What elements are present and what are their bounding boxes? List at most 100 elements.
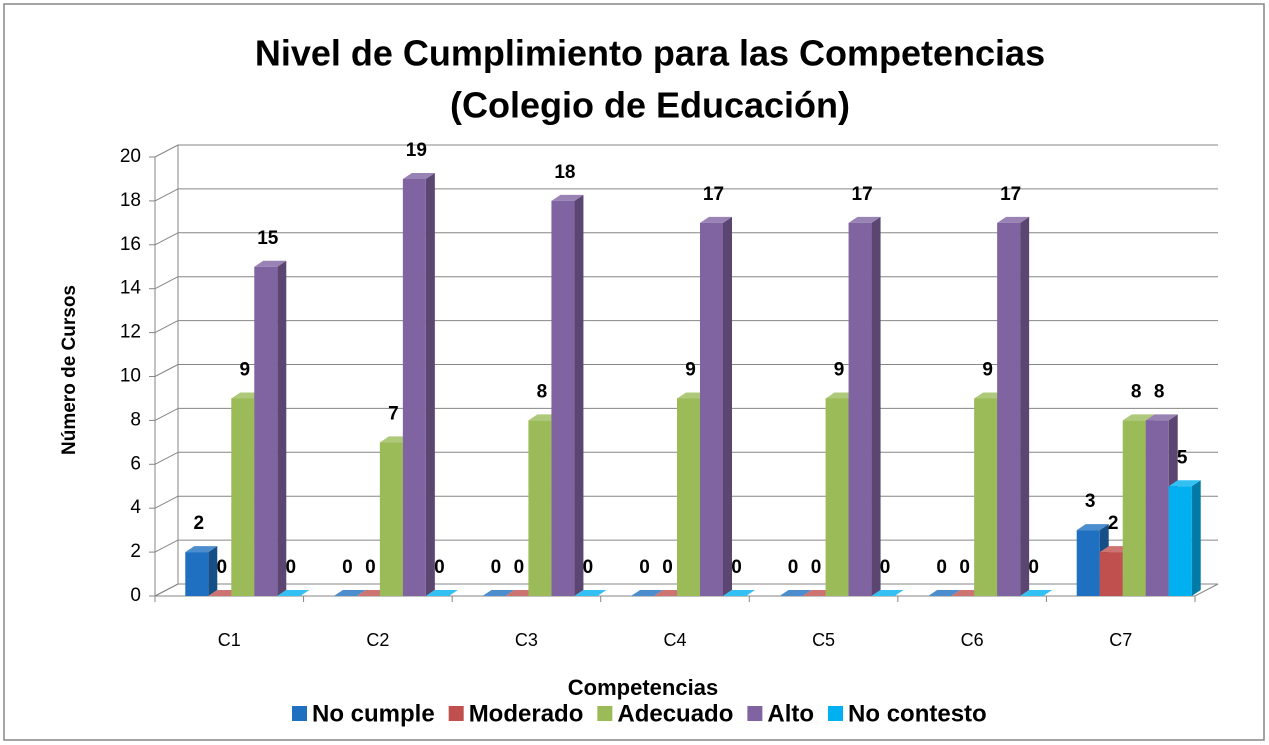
- data-label: 0: [583, 557, 594, 578]
- bar-side: [723, 216, 732, 596]
- data-label: 0: [639, 557, 650, 578]
- data-label: 5: [1177, 447, 1188, 468]
- bar-top: [848, 216, 881, 223]
- data-label: 0: [342, 557, 353, 578]
- data-label: 0: [491, 557, 502, 578]
- data-label: 0: [959, 557, 970, 578]
- bar: [231, 398, 255, 596]
- data-label: 0: [788, 557, 799, 578]
- grid-line: [154, 144, 179, 158]
- chart-title: (Colegio de Educación): [450, 85, 850, 126]
- x-tick-label: C5: [812, 630, 835, 650]
- data-label: 17: [703, 184, 724, 205]
- data-label: 0: [731, 557, 742, 578]
- bar-top: [1145, 414, 1178, 421]
- bar: [254, 266, 278, 596]
- data-label: 8: [537, 381, 548, 402]
- bar-side: [1191, 480, 1201, 596]
- data-label: 0: [285, 557, 296, 578]
- y-tick-label: 6: [130, 453, 141, 474]
- x-tick-label: C1: [218, 630, 241, 650]
- data-label: 9: [834, 359, 845, 380]
- x-tick-label: C4: [663, 630, 686, 650]
- bar-top: [871, 590, 904, 596]
- y-tick-label: 10: [120, 366, 141, 387]
- data-label: 17: [1000, 184, 1021, 205]
- bar: [700, 222, 723, 596]
- legend-swatch: [597, 706, 613, 721]
- bar: [1099, 552, 1123, 596]
- bar-side: [208, 546, 218, 596]
- legend-swatch: [747, 706, 763, 721]
- y-tick-label: 20: [120, 146, 141, 167]
- y-tick-label: 0: [130, 585, 141, 606]
- grid-line: [154, 539, 179, 553]
- bar-top: [631, 590, 663, 596]
- bar-top: [928, 590, 961, 596]
- bar: [974, 398, 998, 596]
- bar-top: [482, 590, 515, 596]
- data-label: 0: [936, 557, 947, 578]
- data-label: 0: [434, 557, 445, 578]
- data-label: 7: [388, 403, 399, 424]
- y-tick-label: 12: [120, 322, 141, 343]
- grid-line: [154, 451, 179, 465]
- y-tick-label: 8: [130, 409, 141, 430]
- y-tick-label: 14: [120, 278, 142, 299]
- bar-top: [700, 216, 732, 223]
- data-label: 17: [852, 184, 873, 205]
- data-label: 18: [554, 162, 575, 183]
- y-axis-label: Número de Cursos: [59, 285, 80, 455]
- bar-top: [425, 590, 458, 596]
- bar: [185, 552, 209, 596]
- bar: [677, 398, 700, 596]
- y-tick-label: 4: [130, 497, 141, 518]
- data-label: 2: [1108, 513, 1119, 534]
- data-label: 0: [365, 557, 376, 578]
- data-label: 0: [514, 557, 525, 578]
- bar-top: [185, 546, 218, 553]
- bar: [379, 442, 403, 596]
- bar-side: [277, 260, 287, 596]
- x-tick-label: C2: [366, 630, 389, 650]
- bar-top: [574, 590, 607, 596]
- legend-swatch: [828, 706, 844, 721]
- legend-swatch: [292, 706, 307, 721]
- grid-line: [154, 495, 179, 509]
- bar: [528, 420, 552, 596]
- bar-top: [1122, 414, 1155, 421]
- bar: [825, 398, 849, 596]
- legend-swatch: [448, 706, 464, 721]
- data-label: 8: [1154, 381, 1165, 402]
- legend-label: Adecuado: [617, 700, 733, 727]
- bar: [1122, 420, 1146, 596]
- legend-label: Moderado: [469, 700, 584, 727]
- bar-top: [402, 172, 435, 179]
- grid-line: [154, 407, 179, 421]
- grid-line: [154, 188, 179, 202]
- x-tick-label: C6: [961, 630, 984, 650]
- data-label: 15: [257, 228, 279, 249]
- grid-line: [154, 364, 179, 377]
- bar-top: [551, 194, 584, 201]
- x-axis-label: Competencias: [568, 675, 718, 700]
- bar-top: [1076, 524, 1109, 531]
- bar-top: [723, 590, 755, 596]
- grid-line: [154, 583, 179, 597]
- bar: [1076, 530, 1100, 596]
- y-tick-label: 16: [120, 234, 141, 255]
- bar: [402, 178, 426, 596]
- chart-title: Nivel de Cumplimiento para las Competenc…: [255, 33, 1045, 74]
- bar: [1145, 420, 1169, 596]
- data-label: 8: [1131, 381, 1142, 402]
- x-tick-label: C7: [1109, 630, 1132, 650]
- data-label: 2: [193, 513, 204, 534]
- bar-side: [574, 194, 584, 596]
- chart-border: [3, 3, 1265, 741]
- data-label: 0: [662, 557, 673, 578]
- bar-top: [997, 216, 1030, 223]
- data-label: 0: [1028, 557, 1039, 578]
- bar: [1168, 486, 1192, 596]
- data-label: 9: [982, 359, 993, 380]
- legend-label: No contesto: [848, 700, 987, 727]
